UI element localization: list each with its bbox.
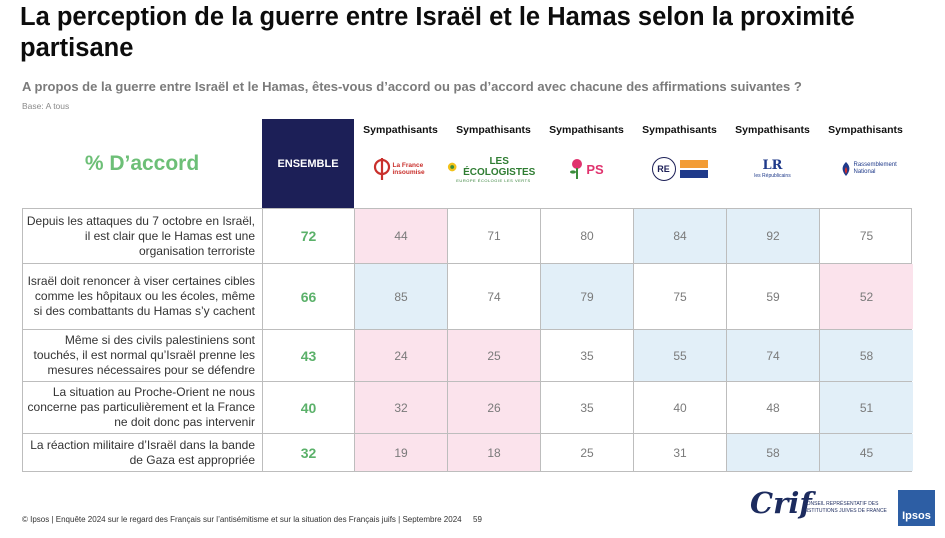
table-row: Depuis les attaques du 7 octobre en Isra… — [23, 209, 911, 263]
value-cell: 51 — [820, 382, 913, 433]
value-cell: 74 — [727, 330, 820, 381]
renaissance-logo: RE — [633, 152, 726, 186]
coalition-logos-icon — [679, 160, 708, 178]
renaissance-logo-text: RE — [651, 157, 676, 181]
statement-cell: Même si des civils palestiniens sont tou… — [23, 330, 263, 381]
value-cell: 58 — [820, 330, 913, 381]
value-cell: 18 — [448, 434, 541, 471]
party-label: Sympathisants — [828, 124, 903, 136]
value-cell: 84 — [634, 209, 727, 263]
value-cell: 79 — [541, 264, 634, 329]
party-label: Sympathisants — [549, 124, 624, 136]
rn-logo-text: Rassemblement National — [853, 162, 897, 175]
value-cell: 71 — [448, 209, 541, 263]
value-cell: 92 — [727, 209, 820, 263]
rose-icon — [570, 159, 583, 179]
value-cell: 24 — [355, 330, 448, 381]
party-label: Sympathisants — [363, 124, 438, 136]
value-cell: 25 — [541, 434, 634, 471]
sunflower-icon — [447, 162, 457, 171]
lr-logo-sub: les Républicains — [754, 173, 791, 179]
party-header-lr: Sympathisants LR les Républicains — [726, 119, 819, 208]
lfi-logo-text: La France insoumise — [392, 162, 425, 176]
footer-source: © Ipsos | Enquête 2024 sur le regard des… — [22, 515, 462, 524]
ipsos-logo: Ipsos — [898, 490, 935, 526]
party-header-ecologistes: Sympathisants LES ÉCOLOGISTES EUROPE ÉCO… — [447, 119, 540, 208]
crif-logo: Crif CONSEIL REPRÉSENTATIF DES INSTITUTI… — [750, 486, 890, 528]
value-cell: 44 — [355, 209, 448, 263]
value-cell: 59 — [727, 264, 820, 329]
value-cell: 48 — [727, 382, 820, 433]
ensemble-cell: 40 — [263, 382, 355, 433]
value-cell: 74 — [448, 264, 541, 329]
ps-logo: PS — [540, 152, 633, 186]
value-cell: 75 — [859, 229, 874, 243]
statement-cell: Israël doit renoncer à viser certaines c… — [23, 264, 263, 329]
lr-logo: LR les Républicains — [726, 152, 819, 186]
value-cell: 45 — [820, 434, 913, 471]
value-cell: 40 — [634, 382, 727, 433]
table-row: Israël doit renoncer à viser certaines c… — [23, 263, 913, 329]
value-cell: 35 — [541, 382, 634, 433]
statement-cell: Depuis les attaques du 7 octobre en Isra… — [23, 209, 263, 263]
results-table: Depuis les attaques du 7 octobre en Isra… — [22, 208, 913, 472]
statement-cell: La réaction militaire d’Israël dans la b… — [23, 434, 263, 471]
value-cell: 80 — [541, 209, 634, 263]
base-note: Base: A tous — [22, 101, 70, 111]
pct-accord-label: % D’accord — [84, 151, 200, 175]
rn-logo: Rassemblement National — [819, 152, 912, 186]
page-title: La perception de la guerre entre Israël … — [20, 3, 855, 62]
value-cell: 85 — [355, 264, 448, 329]
value-cell: 35 — [541, 330, 634, 381]
value-cell: 75 — [634, 264, 727, 329]
value-cell: 55 — [634, 330, 727, 381]
table-row: Même si des civils palestiniens sont tou… — [23, 329, 913, 381]
ps-logo-text: PS — [586, 161, 604, 177]
ensemble-cell: 43 — [263, 330, 355, 381]
value-cell: 52 — [820, 264, 913, 329]
party-label: Sympathisants — [456, 124, 531, 136]
party-header-renaissance: Sympathisants RE — [633, 119, 726, 208]
ecologistes-logo-text: LES ÉCOLOGISTES — [463, 155, 536, 178]
value-cell: 26 — [448, 382, 541, 433]
statement-cell: La situation au Proche-Orient ne nous co… — [23, 382, 263, 433]
value-cell: 32 — [355, 382, 448, 433]
flame-icon — [842, 162, 849, 176]
lfi-logo: La France insoumise — [354, 152, 447, 186]
table-row: La réaction militaire d’Israël dans la b… — [23, 433, 913, 471]
survey-question: A propos de la guerre entre Israël et le… — [22, 79, 802, 94]
crif-logo-sub: CONSEIL REPRÉSENTATIF DES INSTITUTIONS J… — [803, 501, 887, 514]
value-cell: 58 — [727, 434, 820, 471]
party-label: Sympathisants — [735, 124, 810, 136]
ensemble-cell: 72 — [263, 209, 355, 263]
ecologistes-logo-sub: EUROPE ÉCOLOGIE LES VERTS — [456, 177, 531, 183]
party-header-lfi: Sympathisants La France insoumise — [354, 119, 447, 208]
ensemble-header: ENSEMBLE — [262, 119, 354, 208]
lfi-phi-icon — [373, 158, 390, 180]
value-cell: 19 — [355, 434, 448, 471]
party-label: Sympathisants — [642, 124, 717, 136]
party-header-ps: Sympathisants PS — [540, 119, 633, 208]
value-cell: 31 — [634, 434, 727, 471]
ecologistes-logo: LES ÉCOLOGISTES EUROPE ÉCOLOGIE LES VERT… — [447, 152, 540, 186]
ensemble-cell: 32 — [263, 434, 355, 471]
ensemble-cell: 66 — [263, 264, 355, 329]
crif-logo-text: Crif — [750, 486, 812, 520]
party-header-rn: Sympathisants Rassemblement National — [819, 119, 912, 208]
lr-logo-text: LR — [762, 158, 783, 173]
value-cell: 25 — [448, 330, 541, 381]
page-number: 59 — [473, 515, 482, 524]
table-row: La situation au Proche-Orient ne nous co… — [23, 381, 913, 433]
